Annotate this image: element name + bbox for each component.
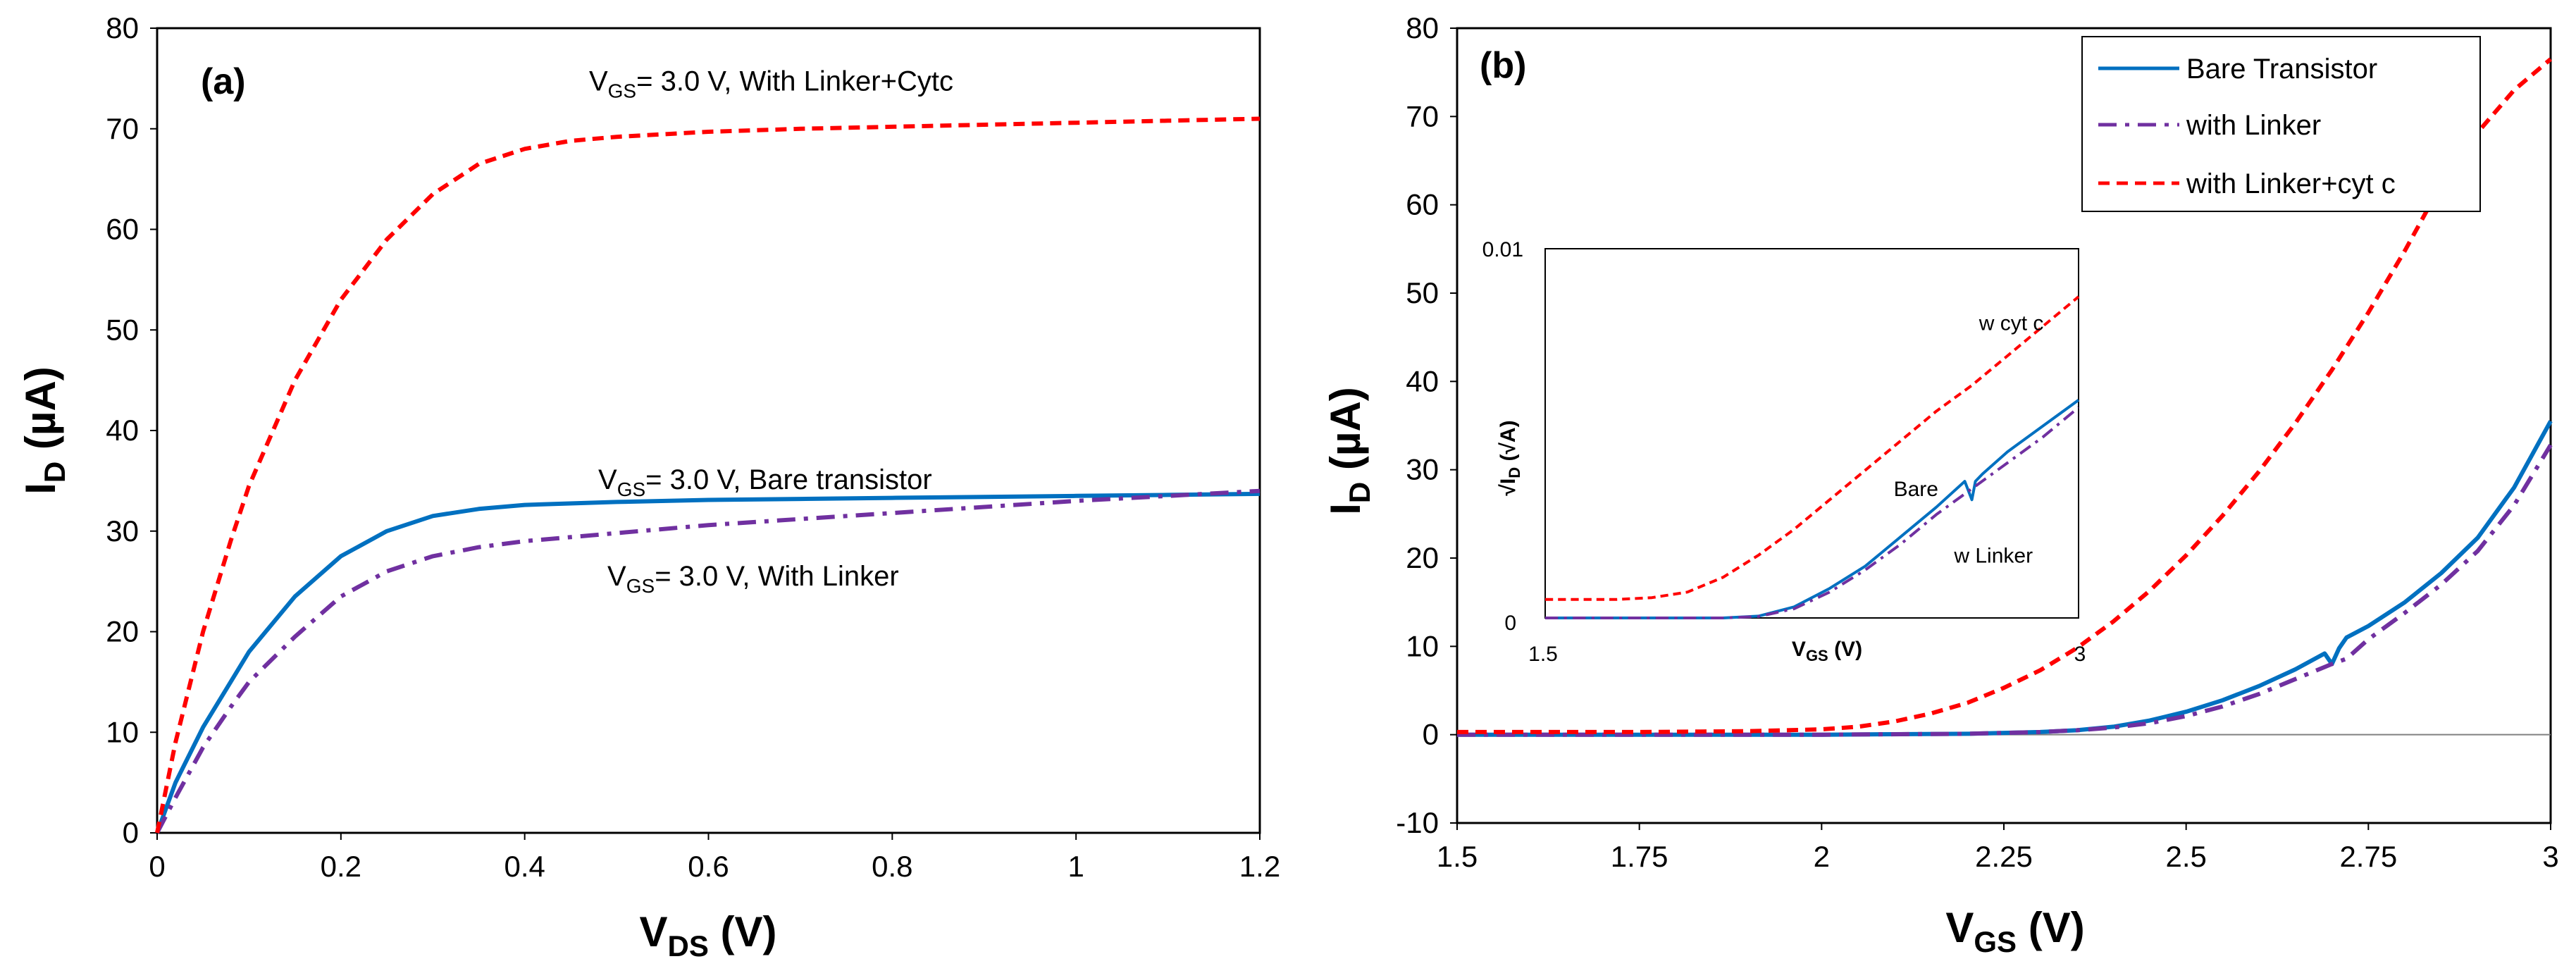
panel-b-series-bare-transistor (1457, 420, 2553, 737)
inset-annotation-bare: Bare (1894, 478, 1938, 501)
panel-a-y-tick-label: 10 (106, 715, 139, 748)
panel-a-y-tick-label: 40 (106, 414, 139, 447)
panel-a-x-axis-label: VDS (V) (639, 908, 776, 962)
panel-b-x-tick-label: 2 (1814, 840, 1830, 873)
panel-b-y-tick-label: 20 (1406, 541, 1439, 574)
panel-a-x-tick-label: 0.2 (321, 850, 361, 883)
inset-series-w-cyt-c (1545, 295, 2080, 601)
inset-annotations: w cyt c Bare w Linker (1894, 311, 2044, 567)
panel-a-series-with-linker (155, 488, 1261, 834)
inset-annotation-w-cyt-c: w cyt c (1979, 311, 2044, 335)
legend-entry-bare-transistor: Bare Transistor (2186, 54, 2377, 85)
panel-b-x-tick-label: 1.5 (1437, 840, 1478, 873)
legend-entry-with-linker: with Linker (2186, 110, 2321, 141)
panel-a-y-tick-label: 50 (106, 313, 139, 346)
panel-a-series (155, 116, 1261, 834)
legend-entry-with-linker-cytc: with Linker+cyt c (2186, 168, 2396, 199)
panel-b-y-tick-label: 30 (1406, 453, 1439, 486)
panel-b-x-tick-label: 2.5 (2165, 840, 2206, 873)
inset-annotation-w-linker: w Linker (1953, 544, 2033, 567)
panel-a-y-tick-label: 20 (106, 615, 139, 648)
inset-x-tick-label: 1.5 (1528, 643, 1558, 666)
inset-chart: w cyt c Bare w Linker 0 0.01 1.5 3 VGS (V)… (1482, 238, 2086, 666)
panel-a-x-tick-label: 0.4 (504, 850, 545, 883)
panel-a-x-tick-label: 0.8 (872, 850, 912, 883)
panel-a-y-tick-label: 60 (106, 213, 139, 246)
panel-b-series-with-linker-cyt-c (1457, 57, 2552, 734)
panel-a-label: (a) (201, 61, 246, 102)
panel-b-y-axis-label: ID (µA) (1322, 387, 1376, 515)
inset-series-w-linker (1545, 406, 2080, 619)
panel-a-annotation: VGS= 3.0 V, Bare transistor (598, 464, 932, 500)
panel-a-y-ticks: 0 10 20 30 40 50 60 70 80 (106, 11, 157, 849)
panel-b-series (1457, 57, 2553, 737)
panel-b-y-tick-label: 60 (1406, 188, 1439, 221)
panel-b-x-tick-label: 2.75 (2339, 840, 2397, 873)
panel-b-y-tick-label: 40 (1406, 364, 1439, 397)
panel-a-x-tick-label: 0 (149, 850, 165, 883)
inset-plot-area (1544, 248, 2079, 619)
panel-a-y-tick-label: 80 (106, 11, 139, 44)
inset-x-axis-label: VGS (V) (1792, 638, 1862, 664)
panel-b-y-ticks: -10 0 10 20 30 40 50 60 70 80 (1396, 11, 1457, 839)
panel-b-y-tick-label: -10 (1396, 806, 1439, 839)
panel-a-y-tick-label: 70 (106, 112, 139, 145)
panel-b: 1.5 1.75 2 2.25 2.5 2.75 3 -100102030405060708… (1322, 11, 2559, 958)
inset-x-tick-label: 3 (2074, 643, 2086, 666)
panel-a-series-with-linker-cytc (155, 116, 1261, 834)
panel-a-annotation: VGS= 3.0 V, With Linker (607, 561, 899, 597)
panel-b-label: (b) (1480, 45, 1526, 86)
panel-b-x-ticks: 1.5 1.75 2 2.25 2.5 2.75 3 (1437, 823, 2559, 873)
panel-a-series-bare-transistor (155, 491, 1261, 834)
panel-b-x-tick-label: 1.75 (1611, 840, 1668, 873)
panel-a-y-tick-label: 0 (123, 816, 139, 849)
inset-y-tick-label: 0 (1504, 612, 1516, 635)
panel-a-x-tick-label: 1.2 (1239, 850, 1280, 883)
panel-a-x-ticks: 0 0.2 0.4 0.6 0.8 1 1.2 (149, 833, 1280, 883)
panel-b-y-tick-label: 10 (1406, 629, 1439, 662)
panel-a-x-tick-label: 1 (1067, 850, 1084, 883)
inset-y-tick-label: 0.01 (1482, 238, 1523, 261)
panel-a-y-axis-label: ID (µA) (17, 366, 71, 495)
panel-b-legend: Bare Transistor with Linker with Linker+… (2081, 36, 2481, 212)
inset-y-axis-label: √ID (√A) (1497, 420, 1523, 495)
inset-series (1545, 295, 2080, 619)
panel-b-series-with-linker (1457, 444, 2553, 737)
panel-a-y-tick-label: 30 (106, 514, 139, 547)
panel-a-annotations: VGS= 3.0 V, With Linker+Cytc VGS= 3.0 V, … (589, 66, 953, 597)
panel-a-x-tick-label: 0.6 (688, 850, 729, 883)
panel-a-annotation: VGS= 3.0 V, With Linker+Cytc (589, 66, 953, 102)
panel-b-y-tick-label: 70 (1406, 99, 1439, 132)
panel-b-x-axis-label: VGS (V) (1945, 904, 2084, 958)
panel-b-x-tick-label: 3 (2542, 840, 2558, 873)
panel-b-y-tick-label: 0 (1423, 718, 1439, 751)
panel-a: 0 0.2 0.4 0.6 0.8 1 1.2 0 10 20 30 40 50 60 70 80 VGS=… (17, 11, 1280, 962)
panel-b-y-tick-label: 50 (1406, 276, 1439, 309)
panel-b-y-tick-label: 80 (1406, 11, 1439, 44)
panel-a-plot-area (156, 27, 1261, 834)
panel-b-x-tick-label: 2.25 (1975, 840, 2033, 873)
